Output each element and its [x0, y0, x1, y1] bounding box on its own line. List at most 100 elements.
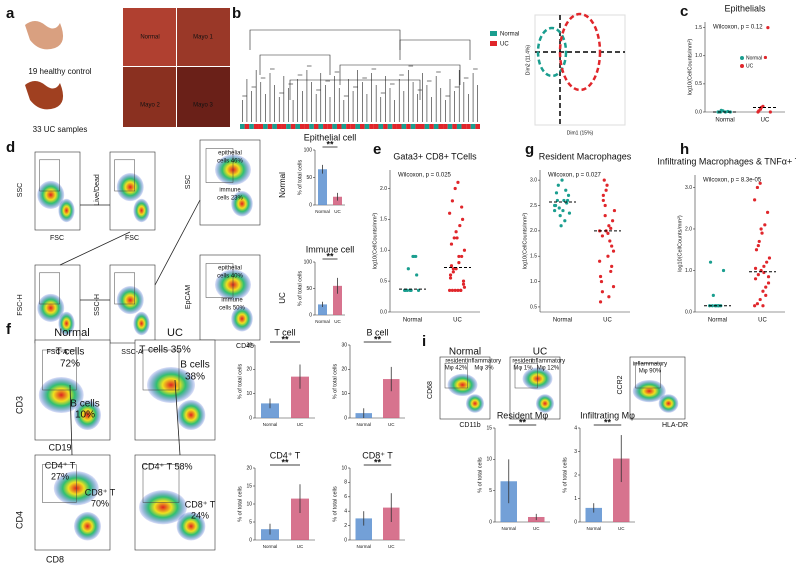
x-tick-label: Normal	[315, 319, 330, 324]
sample-strip	[360, 124, 365, 129]
flow-density	[37, 293, 65, 322]
data-point	[611, 249, 616, 253]
legend-swatch	[740, 64, 744, 68]
photo-label: Normal	[140, 35, 159, 41]
flow-density	[116, 286, 144, 315]
flow-density	[37, 180, 65, 209]
significance: **	[281, 457, 289, 467]
data-point	[753, 277, 758, 281]
data-point	[767, 256, 772, 260]
flow-label: inflammatory	[467, 359, 501, 365]
panel-letter: e	[373, 141, 381, 158]
gate	[114, 272, 135, 305]
flow-label: HLA-DR	[662, 422, 688, 429]
data-point	[461, 279, 466, 283]
x-tick-label: Normal	[263, 422, 278, 427]
data-point	[456, 180, 460, 184]
y-tick-label: 10	[486, 457, 492, 463]
x-tick-label: Normal	[263, 544, 278, 549]
y-tick-label: 1.0	[695, 53, 702, 59]
data-point	[556, 183, 560, 187]
gate	[42, 464, 77, 503]
bar	[291, 376, 309, 418]
x-tick-label: UC	[297, 544, 304, 549]
data-point	[456, 288, 460, 292]
flow-label: Mφ 1%	[513, 366, 533, 372]
data-point	[603, 203, 607, 208]
colon-icon	[25, 81, 64, 110]
data-point	[753, 198, 757, 202]
data-point	[708, 260, 713, 264]
flow-density	[38, 377, 84, 413]
photo-label: Mayo 1	[193, 35, 213, 41]
data-point	[766, 281, 771, 285]
data-point	[608, 239, 612, 243]
flow-label: FSC	[50, 235, 64, 242]
photo	[123, 67, 176, 127]
sample-strip	[383, 124, 388, 129]
y-tick-label: 20	[246, 465, 252, 471]
arrow	[59, 231, 131, 266]
data-point	[559, 224, 563, 228]
sample-strip	[281, 124, 287, 129]
gate	[142, 349, 180, 391]
data-point	[604, 188, 608, 192]
y-tick-label: 0	[249, 415, 252, 421]
flow-label: inflammatory	[633, 362, 667, 368]
sample-strip	[341, 124, 347, 129]
sample-strip	[433, 124, 439, 129]
photo-label: Mayo 2	[140, 103, 160, 109]
sample-strip	[267, 124, 273, 129]
flow-label: 10%	[75, 410, 95, 421]
sample-strip	[369, 124, 374, 129]
y-tick-label: 100	[304, 259, 313, 265]
flow-label: CD3	[14, 396, 24, 414]
data-point	[598, 300, 603, 304]
data-point	[557, 206, 561, 210]
significance: **	[326, 251, 334, 261]
sample-strip	[309, 124, 314, 129]
data-point	[610, 244, 614, 248]
data-point	[762, 264, 766, 268]
y-tick-label: 0.0	[685, 309, 692, 315]
data-point	[460, 205, 464, 209]
flow-label: SSC	[185, 175, 192, 189]
data-point	[450, 288, 455, 292]
data-point	[453, 186, 457, 191]
data-point	[459, 288, 463, 292]
flow-density	[176, 400, 206, 430]
data-point	[563, 219, 567, 223]
flow-density	[58, 311, 75, 336]
data-point	[448, 211, 452, 215]
y-tick-label: 1	[574, 496, 577, 502]
data-point	[757, 239, 761, 244]
flow-label: Normal	[54, 327, 89, 339]
data-point	[753, 266, 758, 271]
panel-letter: d	[6, 139, 15, 156]
y-tick-label: 15	[246, 483, 252, 489]
flow-label: 27%	[51, 471, 69, 481]
y-tick-label: 10	[341, 465, 347, 471]
dendrogram-link	[259, 54, 331, 75]
data-point	[756, 273, 760, 277]
sample-strip	[327, 124, 333, 129]
sample-strip	[272, 124, 277, 129]
data-point	[601, 193, 605, 197]
flow-density	[133, 198, 150, 223]
flow-label: 38%	[185, 372, 205, 383]
flow-label: 72%	[60, 359, 80, 370]
y-tick-label: 0.0	[695, 109, 702, 115]
x-tick-label: UC	[453, 318, 462, 324]
x-tick-label: UC	[758, 318, 767, 324]
dendrogram-link	[339, 64, 461, 85]
data-point	[610, 264, 614, 268]
sample-strip	[410, 124, 416, 129]
colon-icon	[25, 21, 64, 50]
bar	[333, 285, 342, 315]
sample-strip	[240, 124, 245, 129]
data-point	[606, 231, 610, 235]
significance: **	[604, 417, 612, 427]
data-point	[600, 234, 605, 238]
dendrogram-link	[399, 39, 471, 60]
flow-label: Mφ 12%	[537, 366, 560, 372]
